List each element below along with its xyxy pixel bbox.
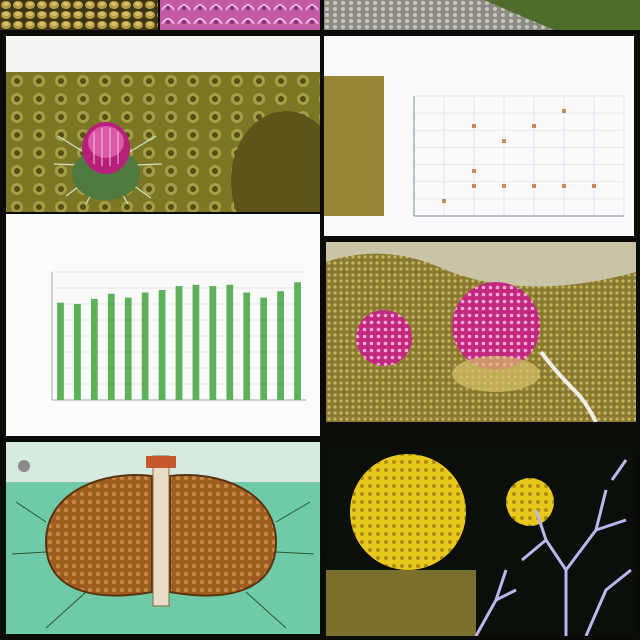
scatter-point bbox=[472, 124, 476, 128]
sphere-coral-panel bbox=[326, 450, 636, 636]
scatter-point bbox=[442, 199, 446, 203]
scatter-point bbox=[562, 109, 566, 113]
pollen-panel bbox=[326, 242, 636, 422]
thistle-image bbox=[6, 72, 320, 212]
scatter-chart-panel bbox=[324, 36, 634, 236]
bar bbox=[124, 297, 132, 400]
scatter-point bbox=[562, 184, 566, 188]
bar bbox=[209, 286, 217, 400]
coral-branches bbox=[474, 459, 632, 636]
scatter-point bbox=[502, 139, 506, 143]
organ-image bbox=[6, 442, 320, 634]
bar bbox=[57, 302, 64, 400]
bar bbox=[141, 292, 149, 400]
snake-texture-image bbox=[0, 0, 158, 30]
bar-chart bbox=[51, 271, 306, 401]
bar bbox=[74, 304, 81, 400]
scatter-point bbox=[472, 169, 476, 173]
scatter-point bbox=[532, 184, 536, 188]
organ-panel bbox=[6, 442, 320, 634]
bar bbox=[243, 292, 251, 400]
bar bbox=[260, 297, 268, 400]
coral-texture-tile bbox=[160, 0, 320, 30]
scatter-point bbox=[592, 184, 596, 188]
bar bbox=[175, 286, 183, 400]
bar bbox=[226, 284, 234, 400]
gravel-texture-tile bbox=[324, 0, 640, 30]
gravel-texture-image bbox=[324, 0, 640, 30]
scatter-chart bbox=[324, 76, 625, 217]
thistle-panel bbox=[6, 36, 320, 212]
scatter-point bbox=[502, 184, 506, 188]
scatter-point bbox=[532, 124, 536, 128]
sphere-coral-image bbox=[326, 450, 636, 636]
coral-texture-image bbox=[160, 0, 320, 30]
bar bbox=[90, 298, 98, 400]
snake-texture-tile bbox=[0, 0, 158, 30]
bar bbox=[158, 289, 166, 400]
bar bbox=[277, 291, 284, 400]
scatter-point bbox=[472, 184, 476, 188]
pollen-image bbox=[326, 253, 636, 422]
bar-chart-panel bbox=[6, 214, 320, 436]
bar bbox=[294, 282, 301, 400]
bar bbox=[107, 293, 115, 400]
bar bbox=[192, 284, 200, 400]
